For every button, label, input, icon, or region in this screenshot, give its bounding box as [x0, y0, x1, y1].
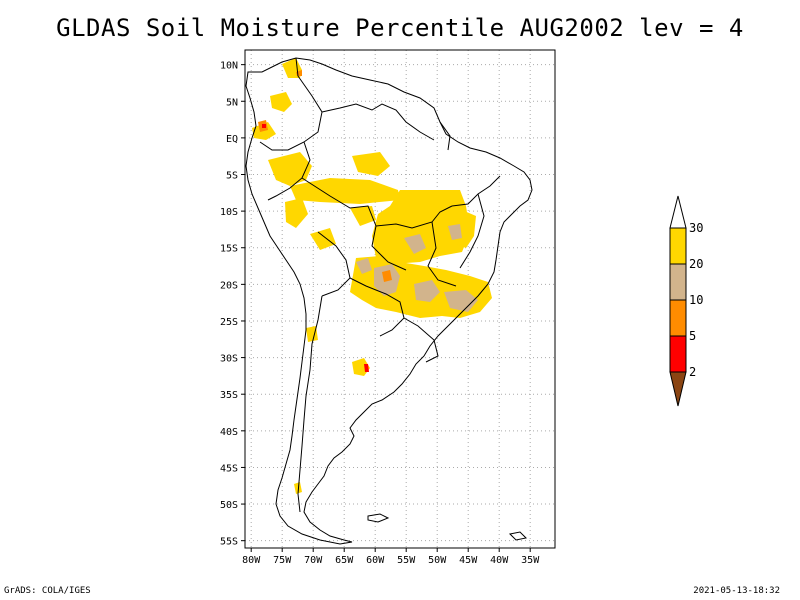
country-border	[301, 177, 407, 271]
lat-tick-label: 50S	[220, 500, 238, 511]
shade-region	[444, 290, 478, 312]
shade-region	[352, 152, 390, 176]
lat-tick-label: 15S	[220, 244, 238, 255]
lat-tick-label: 55S	[220, 537, 238, 548]
lon-tick-label: 35W	[521, 555, 540, 566]
legend-color-box	[669, 227, 687, 265]
shade-region	[356, 258, 372, 274]
shade-region	[290, 178, 400, 204]
shade-region	[414, 280, 440, 302]
legend-high-triangle	[669, 195, 687, 229]
lat-tick-label: 30S	[220, 354, 238, 365]
map-border	[244, 49, 556, 549]
legend-level-label: 5	[689, 329, 696, 343]
shade-region	[456, 210, 476, 248]
lon-tick-label: 45W	[459, 555, 478, 566]
lon-tick-label: 80W	[242, 555, 261, 566]
legend-level-label: 30	[689, 221, 703, 235]
country-border	[349, 277, 405, 337]
legend-color-box	[669, 299, 687, 337]
lat-tick-label: 40S	[220, 427, 238, 438]
country-border	[459, 193, 485, 269]
country-border	[439, 121, 451, 151]
legend-low-triangle	[669, 371, 687, 407]
map-frame	[244, 49, 556, 549]
shade-region	[262, 124, 266, 128]
country-border	[321, 103, 435, 141]
colorbar-legend: 2 5 10 20 30	[669, 195, 703, 407]
lat-tick-label: 5S	[226, 171, 238, 182]
shade-region	[382, 270, 392, 282]
lat-tick-label: 10N	[220, 61, 238, 72]
latitude-labels: 10N 5N EQ 5S 10S 15S 20S 25S 30S 35S 40S 45S 50S 55S	[220, 61, 245, 548]
shade-region	[448, 224, 462, 240]
shade-region	[372, 190, 470, 264]
legend-level-label: 20	[689, 257, 703, 271]
lon-tick-label: 75W	[273, 555, 292, 566]
country-outlines	[245, 57, 533, 545]
shade-region	[285, 198, 308, 228]
legend-color-box	[669, 335, 687, 373]
lake-outline	[508, 531, 528, 541]
lat-tick-label: EQ	[226, 134, 238, 145]
shade-region	[364, 364, 369, 372]
footer-timestamp: 2021-05-13-18:32	[693, 586, 780, 596]
country-border	[267, 141, 311, 201]
lon-tick-label: 50W	[428, 555, 447, 566]
lat-tick-label: 25S	[220, 317, 238, 328]
lat-tick-label: 45S	[220, 463, 238, 474]
footer-credit: GrADS: COLA/IGES	[4, 586, 91, 596]
map-title: GLDAS Soil Moisture Percentile AUG2002 l…	[56, 14, 744, 42]
country-border	[375, 205, 453, 229]
country-border	[297, 295, 323, 513]
shade-region	[310, 228, 336, 250]
lon-tick-label: 55W	[397, 555, 416, 566]
country-border	[403, 317, 439, 363]
lon-tick-label: 60W	[366, 555, 385, 566]
lake-outline	[367, 513, 390, 523]
shade-region	[404, 234, 426, 254]
percentile-shading	[252, 58, 492, 494]
lat-tick-label: 20S	[220, 280, 238, 291]
shade-region	[268, 152, 312, 186]
legend-level-label: 10	[689, 293, 703, 307]
lat-tick-label: 10S	[220, 207, 238, 218]
lon-tick-label: 65W	[335, 555, 354, 566]
shade-region	[270, 92, 292, 112]
lon-tick-label: 40W	[490, 555, 509, 566]
lat-tick-label: 5N	[226, 97, 238, 108]
longitude-labels: 80W 75W 70W 65W 60W 55W 50W 45W 40W 35W	[242, 548, 540, 566]
country-border	[317, 231, 351, 297]
legend-level-label: 2	[689, 365, 696, 379]
country-border	[259, 57, 323, 151]
continent-coastline	[245, 57, 533, 545]
lat-tick-label: 35S	[220, 390, 238, 401]
lon-tick-label: 70W	[304, 555, 323, 566]
country-border	[427, 221, 457, 287]
legend-color-box	[669, 263, 687, 301]
